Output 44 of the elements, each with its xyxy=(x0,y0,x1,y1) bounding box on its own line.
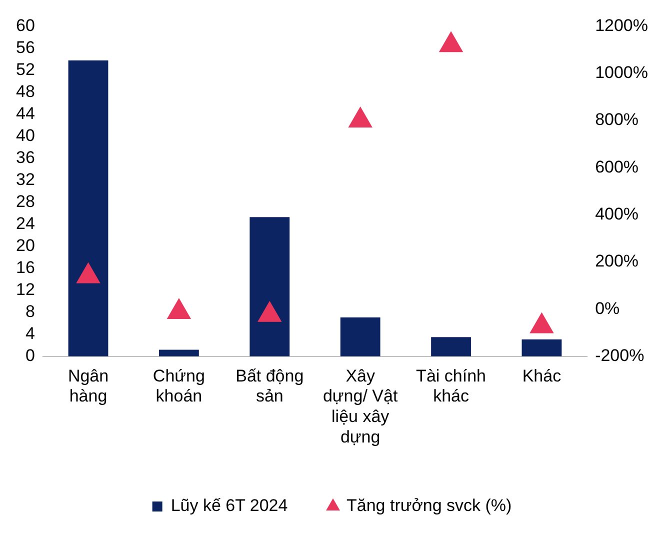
y-tick-label: 56 xyxy=(16,38,35,57)
point xyxy=(167,298,191,320)
x-tick-label: Xây dựng/ Vật liệu xây dựng xyxy=(322,366,398,446)
bar xyxy=(431,337,471,356)
legend-label: Lũy kế 6T 2024 xyxy=(170,496,288,516)
legend-label: Tăng trưởng svck (%) xyxy=(346,496,512,516)
x-tick-label: Chứng khoán xyxy=(152,366,205,406)
bar xyxy=(340,317,380,356)
x-tick-label: Tài chính khác xyxy=(416,366,486,406)
y-tick-label: 24 xyxy=(16,214,35,234)
bar xyxy=(158,350,199,356)
y2-tick-label: 400% xyxy=(595,204,639,224)
y2-tick-label: 1200% xyxy=(595,16,648,35)
y-tick-label: 8 xyxy=(25,302,35,322)
x-tick-label: Bất động sản xyxy=(236,366,304,406)
point xyxy=(439,32,463,52)
y-tick-label: 48 xyxy=(16,82,35,101)
y-tick-label: 40 xyxy=(16,126,35,145)
y2-tick-label: 600% xyxy=(595,157,639,176)
y-tick-label: 20 xyxy=(16,236,35,256)
y-tick-label: 4 xyxy=(25,324,35,344)
y-tick-label: 52 xyxy=(16,60,35,79)
y-tick-label: 60 xyxy=(16,16,35,35)
y-tick-label: 12 xyxy=(16,280,35,300)
y2-tick-label: 0% xyxy=(595,298,620,318)
y-tick-label: 36 xyxy=(16,148,35,167)
y2-tick-label: 1000% xyxy=(595,63,648,82)
y2-tick-label: 200% xyxy=(595,252,639,271)
bar xyxy=(68,60,108,356)
y-tick-label: 32 xyxy=(16,170,35,189)
point xyxy=(258,301,282,322)
point xyxy=(348,107,372,128)
bar xyxy=(522,339,562,356)
x-tick-label: Khác xyxy=(522,366,562,386)
point xyxy=(76,262,100,284)
y-tick-label: 16 xyxy=(16,258,35,278)
bar xyxy=(250,217,290,356)
x-tick-label: Ngân hàng xyxy=(68,366,109,406)
y-tick-label: 0 xyxy=(25,346,35,366)
y2-tick-label: 800% xyxy=(595,110,639,130)
point xyxy=(530,312,554,334)
y-tick-label: 28 xyxy=(16,192,35,211)
y2-tick-label: -200% xyxy=(595,346,644,366)
y-tick-label: 44 xyxy=(16,104,35,123)
